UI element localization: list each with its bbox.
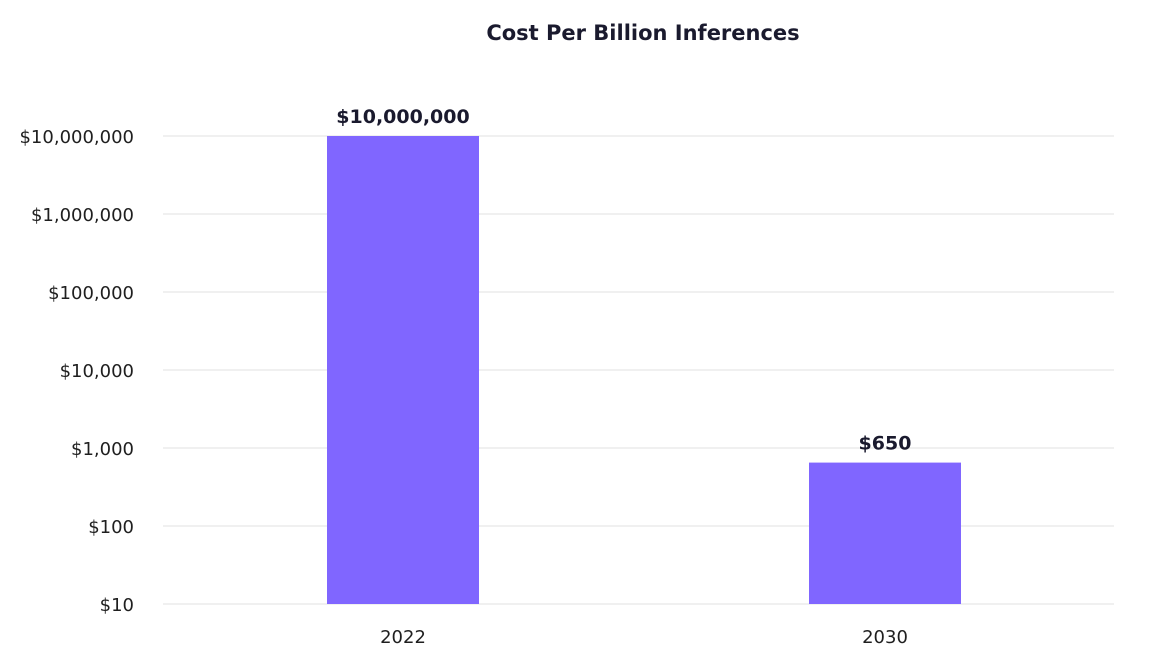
y-tick-label: $1,000,000	[31, 205, 134, 226]
bar-2030	[809, 462, 961, 604]
bar-2022	[327, 136, 479, 604]
x-tick-label: 2030	[862, 627, 908, 648]
x-axis-tick-labels: 2022 2030	[380, 627, 908, 648]
data-label: $10,000,000	[336, 106, 469, 128]
y-axis-tick-labels: $10 $100 $1,000 $10,000 $100,000 $1,000,000 $1…	[19, 127, 134, 616]
x-tick-label: 2022	[380, 627, 426, 648]
data-labels: $10,000,000 $650	[336, 106, 911, 455]
y-tick-label: $100	[88, 517, 134, 538]
y-tick-label: $10,000	[60, 361, 134, 382]
chart-title: Cost Per Billion Inferences	[486, 21, 799, 45]
y-tick-label: $100,000	[48, 283, 134, 304]
y-tick-label: $10,000,000	[19, 127, 134, 148]
bars	[327, 136, 961, 604]
data-label: $650	[859, 433, 912, 455]
y-tick-label: $1,000	[71, 439, 134, 460]
y-tick-label: $10	[100, 595, 134, 616]
gridlines	[163, 135, 1114, 605]
